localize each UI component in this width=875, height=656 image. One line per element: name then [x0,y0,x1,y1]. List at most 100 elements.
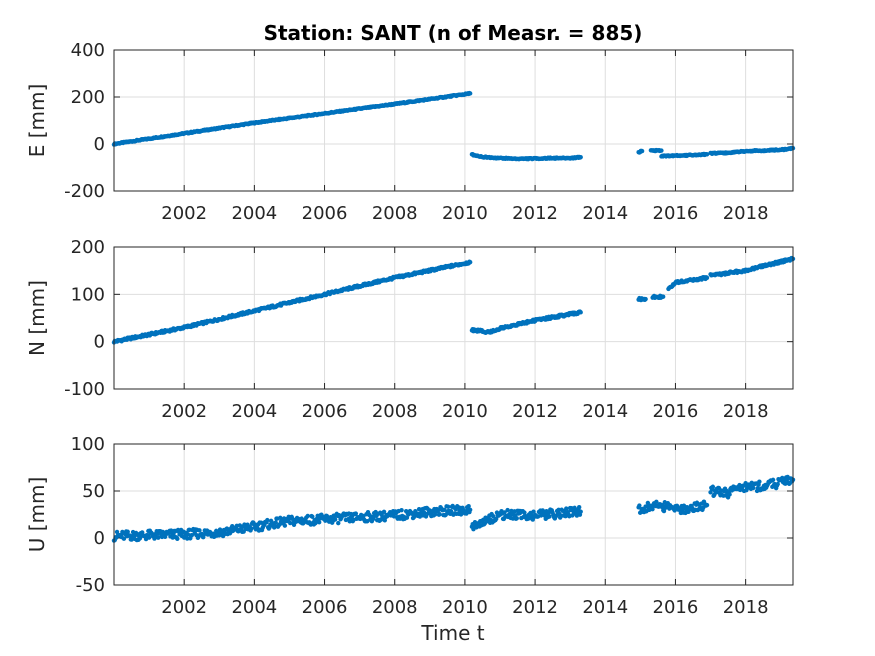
data-point [466,503,471,509]
data-point [490,513,496,519]
data-point [249,526,254,531]
x-tick-label: 2014 [582,597,628,618]
x-tick-label: 2008 [372,597,418,618]
data-point [531,509,536,514]
data-point [645,500,651,506]
data-point [467,507,473,512]
data-point [659,148,664,153]
x-tick-label: 2012 [512,401,558,422]
data-point [661,508,667,514]
data-point [757,479,762,484]
data-point [305,513,310,519]
panel-1: 2002 2004 2006 2008 2010 2012 2014 2016 2018 -200… [25,40,796,224]
x-tick-label: 2010 [442,203,488,224]
x-tick-label: 2002 [161,203,207,224]
data-point [494,516,499,522]
x-tick-label: 2008 [372,203,418,224]
data-point [121,536,127,541]
data-point [576,505,582,510]
x-tick-label: 2004 [231,597,277,618]
data-point [422,510,427,516]
y-tick-label: 0 [94,332,105,353]
data-point [423,514,429,519]
y-tick-label: 100 [71,284,105,305]
data-point [137,536,143,541]
axes-frame [113,443,794,586]
data-point [259,520,264,525]
data-point [502,510,507,515]
data-point [650,506,655,512]
data-point [445,504,451,509]
data-point [704,152,710,157]
data-point [435,508,441,513]
data-point [578,154,583,160]
data-point [114,529,120,535]
x-tick-label: 2012 [512,597,558,618]
data-point [654,499,659,505]
x-tick-label: 2006 [302,597,348,618]
x-tick-label: 2006 [302,401,348,422]
data-point [643,296,648,302]
data-point [437,512,442,517]
data-point [448,509,454,514]
y-tick-label: 200 [71,237,105,258]
data-point [710,484,716,489]
panels: 2002 2004 2006 2008 2010 2012 2014 2016 2018 -200… [25,40,796,618]
data-point [353,511,359,516]
data-point [578,509,583,514]
data-point [197,528,202,533]
data-point [467,91,473,96]
data-point [310,514,315,519]
data-point [317,520,322,525]
x-tick-label: 2018 [723,203,769,224]
x-tick-label: 2008 [372,401,418,422]
x-tick-label: 2006 [302,203,348,224]
data-point [282,523,288,528]
series-points [111,474,796,543]
data-point [556,507,561,513]
y-tick-label: -50 [76,575,105,596]
y-axis-label: U [mm] [25,477,49,553]
y-axis-label: E [mm] [25,84,49,158]
data-point [704,502,710,508]
x-tick-label: 2010 [442,401,488,422]
data-point [125,529,130,534]
data-point [639,148,645,154]
data-point [333,517,338,522]
x-tick-label: 2014 [582,401,628,422]
data-point [514,516,519,521]
y-axis-label: N [mm] [25,280,49,356]
data-point [146,535,152,540]
x-tick-label: 2012 [512,203,558,224]
data-point [381,509,387,514]
x-tick-label: 2018 [723,401,769,422]
y-tick-label: 200 [71,87,105,108]
data-point [467,259,473,265]
y-tick-label: -100 [64,379,105,400]
data-point [505,507,510,513]
data-point [660,294,666,299]
data-point [775,481,780,487]
data-point [288,520,293,526]
data-point [564,506,569,511]
y-tick-label: 0 [94,134,105,155]
y-tick-label: 0 [94,528,105,549]
data-point [727,492,732,497]
data-point [273,520,278,525]
data-point [265,517,270,523]
y-tick-label: -200 [64,181,105,202]
x-axis-label: Time t [420,621,484,645]
x-tick-label: 2004 [231,203,277,224]
panel-2: 2002 2004 2006 2008 2010 2012 2014 2016 2018 -100… [25,237,796,422]
panel-3: 2002 2004 2006 2008 2010 2012 2014 2016 2018 -50 0… [25,434,796,618]
data-point [323,518,328,523]
data-point [175,536,180,542]
data-point [336,520,341,526]
axes-frame [113,49,794,192]
data-point [399,507,404,513]
data-point [162,534,168,540]
data-point [637,503,642,508]
chart-title: Station: SANT (n of Measr. = 885) [264,21,643,45]
data-point [704,275,710,280]
axes-frame [113,246,794,390]
